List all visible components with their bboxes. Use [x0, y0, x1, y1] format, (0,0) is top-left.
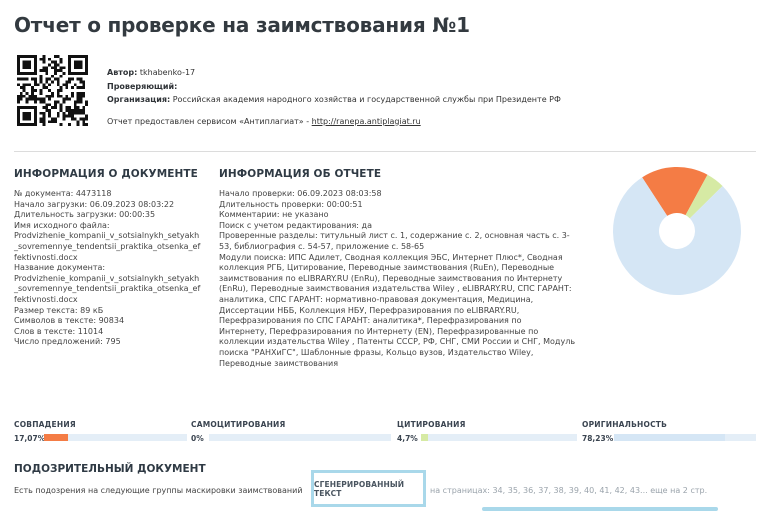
doc-info-line: Символов в тексте: 90834 [14, 316, 125, 326]
organization-value: Российская академия народного хозяйства … [172, 95, 561, 104]
originality-donut-chart [613, 167, 741, 295]
pie-slice-совпадения [642, 167, 708, 216]
divider [14, 151, 756, 152]
stat-label: ЦИТИРОВАНИЯ [397, 420, 466, 429]
report-info-line: аналитика, СПС ГАРАНТ: нормативно-правов… [219, 294, 534, 304]
doc-info-line: Слов в тексте: 11014 [14, 326, 104, 336]
report-info-line: 53, библиография с. 54-57, приложение с.… [219, 241, 425, 251]
service-text: Отчет предоставлен сервисом «Антиплагиат… [107, 116, 312, 126]
stat-value: 17,07% [14, 434, 46, 443]
service-link[interactable]: http://ranepa.antiplagiat.ru [311, 116, 421, 126]
stat-1: СОВПАДЕНИЯ 17,07% [14, 420, 187, 443]
horizontal-scrollbar[interactable] [482, 507, 718, 511]
report-info-heading: ИНФОРМАЦИЯ ОБ ОТЧЕТЕ [219, 168, 382, 180]
generated-text-tag[interactable]: СГЕНЕРИРОВАННЫЙ ТЕКСТ [311, 470, 426, 507]
author-label: Автор: [107, 68, 138, 77]
report-info-line: Комментарии: не указано [219, 210, 329, 220]
stat-bar-track [614, 434, 756, 441]
doc-info-line: Число предложений: 795 [14, 337, 121, 347]
stat-label: ОРИГИНАЛЬНОСТЬ [582, 420, 668, 429]
report-info-line: Переводные заимствования [219, 358, 339, 368]
qr-code [17, 55, 88, 126]
doc-info-line: № документа: 4473118 [14, 189, 112, 198]
stat-label: САМОЦИТИРОВАНИЯ [191, 420, 286, 429]
author-row: Автор: tkhabenko-17 [107, 66, 561, 80]
doc-info-line: Начало загрузки: 06.09.2023 08:03:22 [14, 199, 175, 209]
doc-info-line: Prodvizhenie_kompanii_v_sotsialnykh_sety… [14, 273, 200, 283]
stat-bar-track [209, 434, 391, 441]
stat-bar-track [421, 434, 577, 441]
author-value: tkhabenko-17 [139, 68, 196, 77]
report-info-line: Модули поиска: ИПС Адилет, Сводная колле… [219, 252, 563, 262]
document-info-heading: ИНФОРМАЦИЯ О ДОКУМЕНТЕ [14, 168, 198, 180]
stat-bar-fill [421, 434, 429, 441]
organization-row: Организация: Российская академия народно… [107, 93, 561, 107]
doc-info-line: fektivnosti.docx [14, 252, 78, 262]
page-title: Отчет о проверке на заимствования №1 [14, 13, 470, 37]
stat-label: СОВПАДЕНИЯ [14, 420, 76, 429]
checker-label: Проверяющий: [107, 81, 178, 91]
stat-bar-fill [44, 434, 69, 441]
report-info-line: коллекция РГБ, Цитирование, Переводные з… [219, 263, 555, 273]
stat-4: ОРИГИНАЛЬНОСТЬ 78,23% [582, 420, 756, 443]
report-info-line: заимствования по eLIBRARY.RU (EnRu), Пер… [219, 273, 563, 283]
stat-value: 78,23% [582, 434, 614, 443]
doc-info-line: Название документа: [14, 263, 106, 273]
report-info-line: Проверенные разделы: титульный лист с. 1… [219, 231, 570, 241]
doc-info-line: fektivnosti.docx [14, 294, 78, 304]
doc-info-line: _sovremennye_tendentsii_praktika_otsenka… [14, 241, 201, 251]
report-info-line: поиска "РАНХиГС", Шаблонные фразы, Кольц… [219, 347, 534, 357]
doc-info-line: Имя исходного файла: [14, 220, 110, 230]
stat-value: 0% [191, 434, 204, 443]
report-info-list: Начало проверки: 06.09.2023 08:03:58 Длит… [219, 189, 603, 369]
doc-info-line: _sovremennye_tendentsii_praktika_otsenka… [14, 284, 201, 294]
pie-slice-оригинальность [613, 177, 741, 295]
report-meta: Автор: tkhabenko-17 Проверяющий: Организ… [107, 66, 561, 128]
doc-info-line: Prodvizhenie_kompanii_v_sotsialnykh_sety… [14, 231, 200, 241]
report-info-line: коллекции издательства Wiley , Патенты С… [219, 337, 576, 347]
report-info-line: Начало проверки: 06.09.2023 08:03:58 [219, 189, 382, 198]
suspicious-text: Есть подозрения на следующие группы маск… [14, 486, 303, 495]
document-info-list: № документа: 4473118 Начало загрузки: 06.… [14, 189, 212, 348]
organization-label: Организация: [107, 95, 171, 104]
report-info-line: Интернету, Перефразирования по Интернету… [219, 326, 539, 336]
suspicious-pages: на страницах: 34, 35, 36, 37, 38, 39, 40… [430, 486, 708, 495]
doc-info-line: Размер текста: 89 кБ [14, 305, 104, 315]
report-info-line: (EnRu), Переводные заимствования издател… [219, 284, 572, 294]
checker-row: Проверяющий: [107, 80, 561, 94]
service-row: Отчет предоставлен сервисом «Антиплагиат… [107, 115, 561, 129]
stat-3: ЦИТИРОВАНИЯ 4,7% [397, 420, 577, 443]
stat-bar-fill [614, 434, 726, 441]
report-info-line: Длительность проверки: 00:00:51 [219, 199, 363, 209]
report-info-line: Перефразирования по СПС ГАРАНТ: аналитик… [219, 316, 522, 326]
stat-2: САМОЦИТИРОВАНИЯ 0% [191, 420, 391, 443]
report-info-line: Поиск с учетом редактирования: да [219, 220, 372, 230]
suspicious-heading: ПОДОЗРИТЕЛЬНЫЙ ДОКУМЕНТ [14, 463, 206, 475]
stat-bar-track [44, 434, 187, 441]
stat-value: 4,7% [397, 434, 418, 443]
report-info-line: Диссертации НББ, Коллекция НБУ, Перефраз… [219, 305, 520, 315]
doc-info-line: Длительность загрузки: 00:00:35 [14, 210, 156, 220]
pie-slice-цитирования [685, 174, 723, 219]
